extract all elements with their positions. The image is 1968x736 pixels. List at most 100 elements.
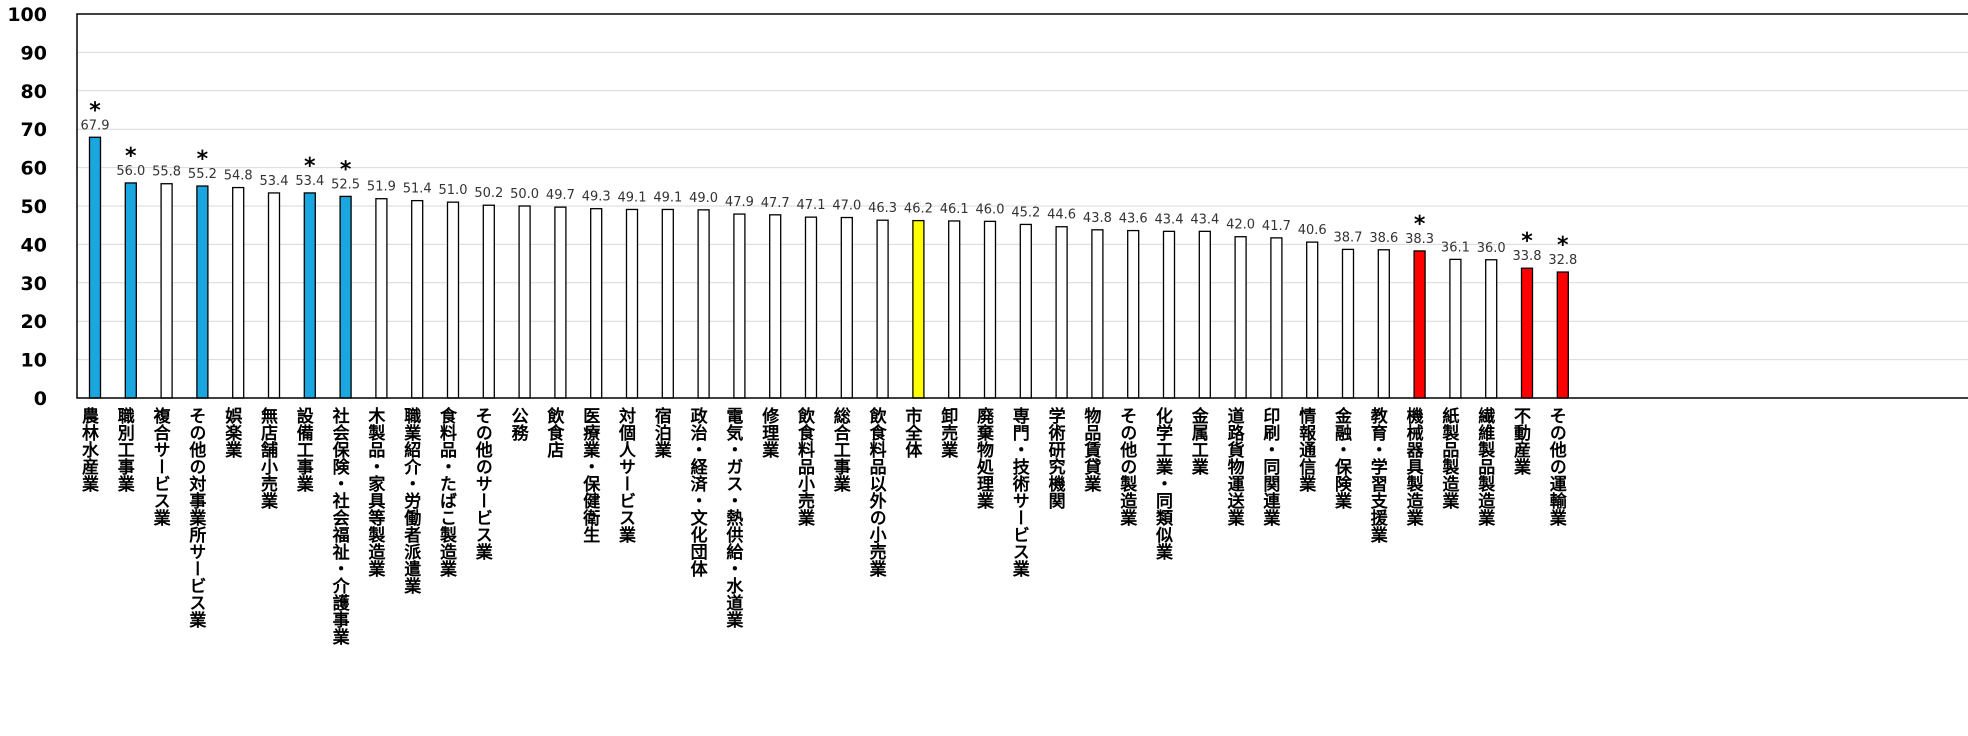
bar [267,192,281,399]
bar [661,208,674,399]
value-label: 36.1 [1441,240,1470,255]
category-label: 専門・技術サービス業 [1009,407,1031,578]
value-label: 46.2 [904,202,933,217]
category-label: 化学工業・同類似業 [1152,406,1174,561]
y-tick-label: 80 [21,81,47,103]
bar [1234,236,1247,399]
category-label: 紙製品製造業 [1438,406,1460,510]
value-label: 38.7 [1334,230,1363,245]
value-label: 55.2 [188,167,217,182]
value-label: 50.0 [510,187,539,202]
bar [983,220,997,399]
y-tick-label: 50 [21,196,47,218]
category-label: 宿泊業 [651,406,672,459]
category-label: 金融・保険業 [1331,406,1353,510]
significance-markers: * * * * * * * * [89,98,1569,258]
bar [804,216,818,399]
value-label: 46.1 [940,202,969,217]
bar [232,186,245,399]
value-label: 33.8 [1513,249,1542,264]
category-label: 食料品・たばこ製造業 [436,406,458,578]
bar [1198,230,1211,399]
value-label: 38.3 [1405,232,1434,247]
category-label: 娯楽業 [221,406,242,459]
category-label: 農林水産業 [78,406,99,493]
bar [1556,271,1569,399]
value-labels: 67.9 56.0 55.8 55.2 54.8 53.4 53.4 52.5 51.9 51.4… [81,118,1578,268]
category-label: 対個人サービス業 [615,406,637,544]
bar [1377,249,1390,399]
value-label: 47.9 [725,195,754,210]
bar [518,205,531,399]
value-label: 45.2 [1011,205,1040,220]
category-label: 飲食料品以外の小売業 [866,406,888,578]
y-tick-label: 40 [21,234,47,256]
category-label: 道路貨物運送業 [1224,406,1245,527]
significance-marker: * [197,147,209,172]
value-label: 49.7 [546,188,575,203]
value-label: 43.4 [1190,212,1219,227]
value-label: 32.8 [1548,253,1577,268]
bar [590,208,603,399]
value-label: 38.6 [1369,231,1398,246]
bar [1485,259,1498,399]
bar [1019,223,1032,399]
bars [88,136,1569,399]
bar [160,183,173,399]
category-label: 繊維製品製造業 [1474,406,1496,527]
value-label: 47.0 [832,199,861,214]
y-tick-label: 30 [21,273,47,295]
category-label: 政治・経済・文化団体 [687,406,708,578]
category-label: 市全体 [901,406,923,459]
significance-marker: * [89,98,101,123]
category-label: 学術研究機関 [1045,406,1067,509]
category-label: 複合サービス業 [150,406,172,527]
category-label: 電気・ガス・熱供給・水道業 [722,407,744,629]
value-label: 49.1 [618,190,647,205]
value-label: 43.6 [1119,212,1148,227]
category-label: その他の運輸業 [1546,407,1568,527]
y-tick-label: 10 [21,350,47,372]
bar [1162,230,1176,399]
category-label: 総合工事業 [830,406,851,493]
bar [948,220,961,399]
bar [482,204,495,399]
significance-marker: * [304,154,316,179]
bar [1306,241,1319,399]
category-label: 情報通信業 [1295,406,1316,493]
significance-marker: * [1414,212,1426,237]
significance-marker: * [1557,233,1569,258]
category-label: 不動産業 [1510,407,1531,476]
category-label: 飲食料品小売業 [794,406,816,527]
category-label: 職業紹介・労働者派遣業 [400,406,422,595]
y-tick-label: 0 [34,388,47,410]
bar [769,214,782,399]
category-label: 卸売業 [937,406,958,459]
bar [1520,267,1534,399]
value-label: 55.8 [152,165,181,180]
bar [1055,226,1068,399]
category-label: 無店舗小売業 [257,406,279,510]
bar [554,206,567,399]
bar [1091,229,1104,399]
value-label: 51.0 [439,183,468,198]
category-label: 廃棄物処理業 [973,406,995,510]
value-label: 51.4 [403,182,432,197]
plot-frame [76,13,1968,399]
category-label: 物品賃貸業 [1080,406,1102,493]
bar [196,185,209,399]
category-label: 印刷・同関連業 [1259,407,1280,527]
value-label: 44.6 [1047,208,1076,223]
bar [1127,229,1140,399]
value-label: 49.3 [582,190,611,205]
gridlines [77,51,1968,361]
bar [375,198,388,399]
value-label: 53.4 [295,174,324,189]
value-label: 47.1 [797,198,826,213]
y-tick-label: 100 [7,4,47,26]
y-tick-label: 60 [21,158,47,180]
category-labels: 農林水産業 職別工事業 複合サービス業 その他の対事業所サービス業 娯楽業 無店舗小売業設… [78,406,1567,646]
bar [625,208,639,399]
bar [733,213,746,399]
category-label: 木製品・家具等製造業 [364,406,386,578]
